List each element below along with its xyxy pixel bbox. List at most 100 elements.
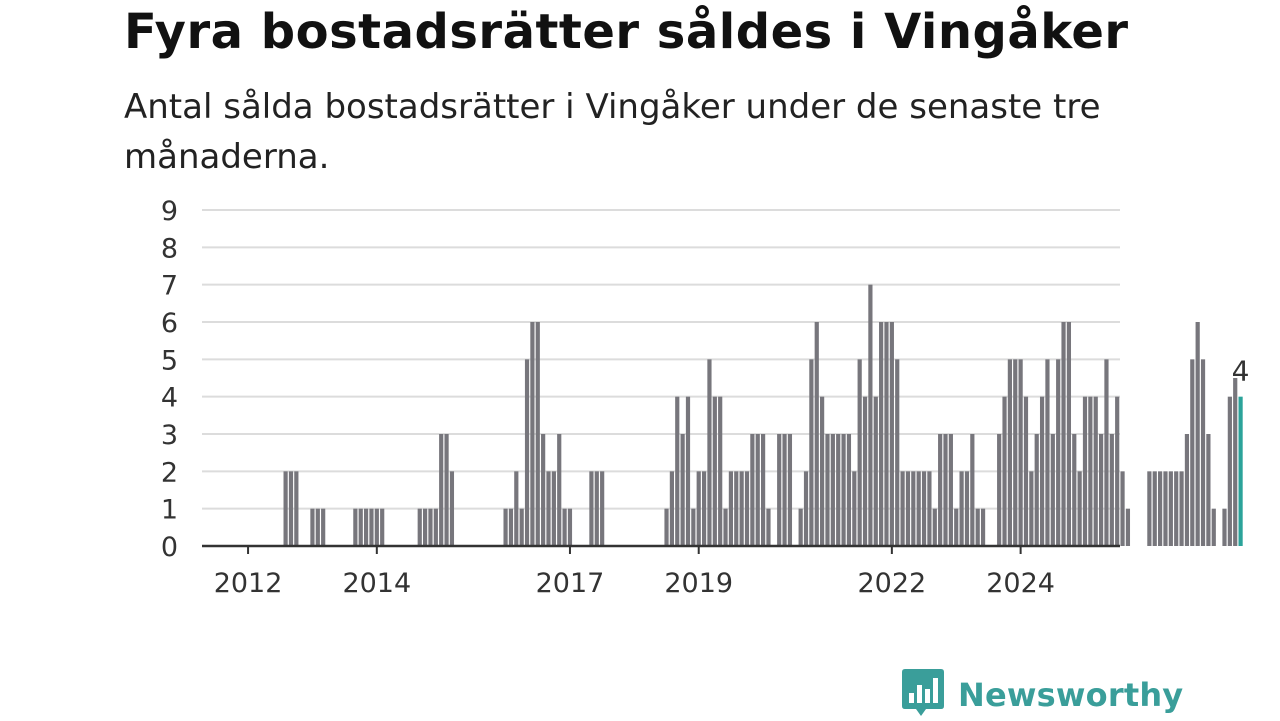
bar <box>417 508 422 546</box>
bar <box>1125 508 1131 546</box>
bar <box>846 434 852 546</box>
bar <box>680 434 685 546</box>
bar <box>787 434 793 546</box>
bar <box>535 322 540 546</box>
chart-subtitle: Antal sålda bostadsrätter i Vingåker und… <box>124 87 1101 177</box>
chart-title: Fyra bostadsrätter såldes i Vingåker <box>124 4 1129 60</box>
bar <box>707 359 712 546</box>
bar <box>1002 396 1007 546</box>
bar <box>423 508 428 546</box>
bar <box>685 396 691 546</box>
bar <box>744 471 750 546</box>
bar <box>369 508 374 546</box>
bar <box>948 434 953 546</box>
bar <box>1206 434 1211 546</box>
grid-lines <box>202 209 1120 510</box>
bar <box>980 508 986 546</box>
y-tick-label: 4 <box>161 383 178 414</box>
bar <box>519 508 524 546</box>
bar <box>782 434 787 546</box>
bar <box>1222 508 1227 546</box>
bar <box>830 434 835 546</box>
y-tick-label: 5 <box>161 345 178 376</box>
bar <box>594 471 599 546</box>
bar <box>600 471 605 546</box>
bar <box>723 508 728 546</box>
bar <box>1093 396 1098 546</box>
bar <box>938 434 943 546</box>
bar <box>895 359 900 546</box>
bar <box>530 322 535 546</box>
x-tick-label: 2022 <box>858 568 927 599</box>
bar <box>857 359 862 546</box>
bar <box>1158 471 1163 546</box>
bar <box>1061 322 1066 546</box>
bar <box>1174 471 1179 546</box>
bar <box>798 508 803 546</box>
bar <box>911 471 916 546</box>
bar <box>1211 508 1216 546</box>
bar <box>718 396 723 546</box>
bar <box>1195 322 1200 546</box>
bar <box>675 396 680 546</box>
bar <box>755 434 760 546</box>
bar <box>1056 359 1061 546</box>
bar <box>873 396 878 546</box>
bar <box>905 471 911 546</box>
x-tick-label: 2019 <box>664 568 733 599</box>
y-tick-label: 0 <box>161 532 178 563</box>
y-tick-label: 8 <box>161 233 178 264</box>
bar <box>374 508 379 546</box>
bar <box>766 508 771 546</box>
bar <box>1050 434 1055 546</box>
bar <box>900 471 905 546</box>
annotations: 4 <box>1232 355 1250 388</box>
bar <box>1023 396 1029 546</box>
bar <box>1109 434 1114 546</box>
bar <box>1200 359 1206 546</box>
bar <box>814 322 819 546</box>
bar <box>884 322 889 546</box>
x-axis-ticks: 2012 2014 2017 2019 2022 2024 <box>214 546 1055 599</box>
bar <box>728 471 734 546</box>
bar <box>1045 359 1050 546</box>
bar <box>1168 471 1173 546</box>
bar <box>734 471 739 546</box>
bar <box>959 471 964 546</box>
y-tick-label: 3 <box>161 420 178 451</box>
bar <box>562 508 567 546</box>
bar <box>1013 359 1018 546</box>
bar <box>1066 322 1072 546</box>
bar <box>777 434 782 546</box>
bar <box>803 471 809 546</box>
bar <box>761 434 766 546</box>
bar <box>868 284 873 546</box>
bar <box>1088 396 1093 546</box>
bar <box>1152 471 1157 546</box>
bar <box>1098 434 1104 546</box>
bar <box>288 471 294 546</box>
bar <box>358 508 363 546</box>
bar <box>353 508 358 546</box>
bar <box>1082 396 1088 546</box>
bar <box>1233 378 1238 546</box>
bar <box>310 508 315 546</box>
bar <box>825 434 830 546</box>
bar <box>975 508 980 546</box>
bar <box>294 471 299 546</box>
bar <box>916 471 921 546</box>
bar <box>380 508 385 546</box>
bar <box>862 396 868 546</box>
bar <box>363 508 369 546</box>
bar <box>669 471 674 546</box>
bar <box>820 396 825 546</box>
y-tick-label: 7 <box>161 271 178 302</box>
bar <box>691 508 696 546</box>
bar <box>970 434 975 546</box>
bar <box>696 471 701 546</box>
bar <box>1147 471 1152 546</box>
bar <box>321 508 326 546</box>
bar <box>449 471 455 546</box>
bar <box>964 471 970 546</box>
x-tick-label: 2024 <box>986 568 1055 599</box>
